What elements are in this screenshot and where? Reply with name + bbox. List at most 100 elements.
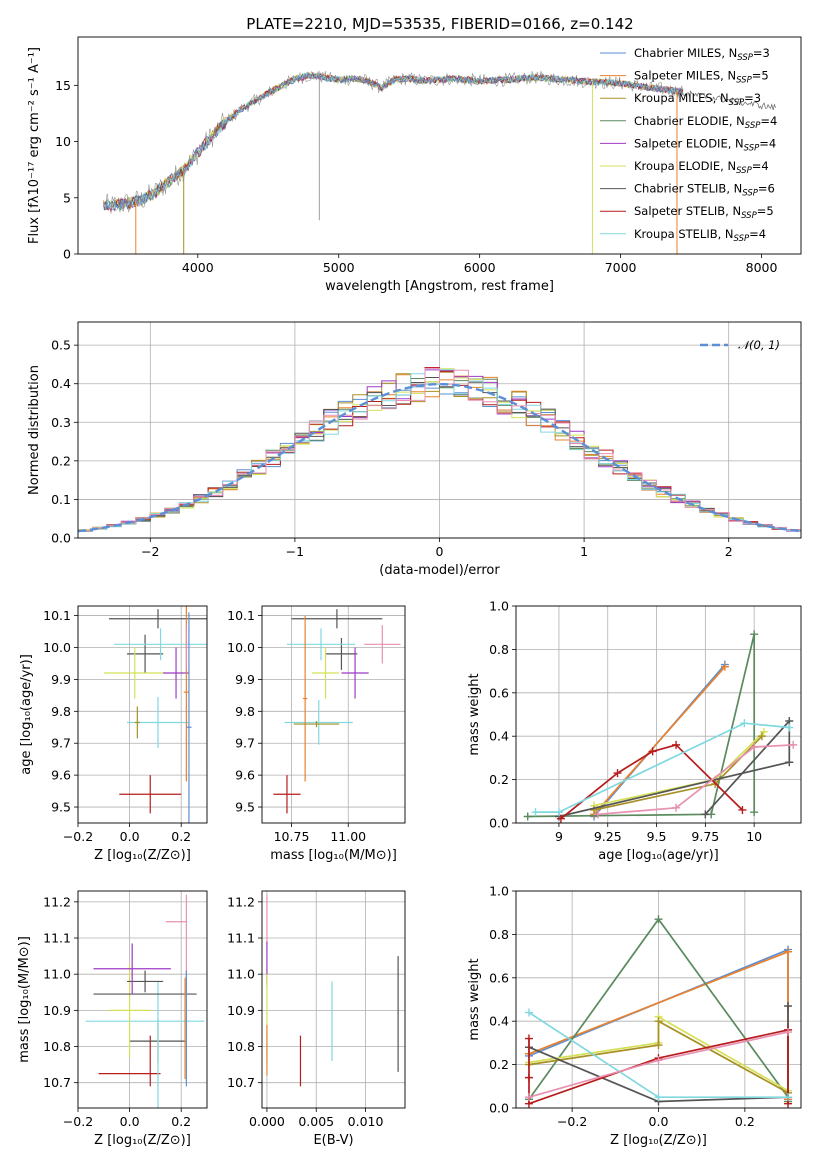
y-tick-label: 10.1: [43, 608, 71, 623]
y-tick-label: 0.4: [51, 376, 71, 391]
x-tick-label: 2: [725, 544, 733, 559]
weight-vs-age-axes: 9 9.25 9.5 9.75 10 0.0 0.2 0.4 0.6 0.8 1.0 age [log…: [467, 599, 801, 863]
y-tick-label: 9.6: [51, 768, 71, 783]
weight-marker: [524, 1093, 533, 1102]
spectrum-line: [103, 72, 684, 211]
y-axis-label: Flux [fλ10⁻¹⁷ erg cm⁻² s⁻¹ A⁻¹]: [27, 47, 42, 244]
y-tick-label: 0.5: [51, 338, 71, 353]
y-tick-label: 10.9: [227, 1003, 255, 1018]
x-tick-label: 0.2: [735, 1114, 755, 1129]
figure-title: PLATE=2210, MJD=53535, FIBERID=0166, z=0…: [246, 15, 633, 33]
x-tick-label: −1: [286, 544, 304, 559]
y-axis-label: mass weight: [467, 958, 482, 1040]
y-tick-label: 10: [55, 134, 71, 149]
x-axis-label: (data-model)/error: [379, 563, 500, 578]
x-tick-label: −0.2: [557, 1114, 587, 1129]
x-tick-label: 0.2: [171, 1114, 191, 1129]
legend-label-sub: SSP: [736, 76, 752, 86]
spectrum-line: [103, 72, 684, 210]
x-axis-label: mass [log₁₀(M/M⊙)]: [270, 848, 397, 863]
legend-label: Kroupa ELODIE, NSSP=4: [634, 159, 769, 176]
legend-label-sub: SSP: [742, 189, 758, 199]
x-axis-label: E(B-V): [313, 1133, 353, 1148]
axes-frame: [515, 605, 802, 824]
legend-label-sub: SSP: [744, 143, 760, 153]
y-tick-label: 10.9: [43, 1003, 71, 1018]
y-axis-label: age [log₁₀(age/yr)]: [19, 654, 34, 775]
mass-vs-Z-axes: −0.2 0.0 0.2 10.7 10.8 10.9 11.0 11.1 11.2 Z [log…: [17, 891, 207, 1148]
x-tick-label: 0.005: [298, 1114, 334, 1129]
legend-label-sub: SSP: [734, 234, 750, 244]
legend-label-main: Kroupa ELODIE, N: [634, 159, 736, 173]
axes-frame: [77, 36, 802, 255]
weight-marker: [672, 740, 681, 749]
weight-marker: [524, 1073, 533, 1082]
spectrum-lines: [103, 70, 776, 254]
y-tick-label: 0.1: [51, 492, 71, 507]
spectrum-line: [103, 72, 684, 211]
weight-marker: [556, 814, 565, 823]
weight-marker: [654, 1056, 663, 1065]
y-tick-label: 9.7: [51, 736, 71, 751]
legend-label-tail: =4: [752, 159, 769, 173]
y-tick-label: 0.4: [489, 729, 509, 744]
x-axis-label: Z [log₁₀(Z/Z⊙)]: [94, 848, 191, 863]
y-tick-label: 15: [55, 78, 71, 93]
legend-label-sub: SSP: [729, 98, 745, 108]
weight-marker: [750, 630, 759, 639]
y-tick-label: 9.6: [235, 768, 255, 783]
y-tick-label: 10.0: [43, 640, 71, 655]
y-tick-label: 11.0: [43, 967, 71, 982]
age-vs-Z-errorbars: [103, 606, 207, 823]
y-tick-label: 0.6: [489, 685, 509, 700]
legend-label: Chabrier STELIB, NSSP=6: [634, 182, 775, 199]
y-tick-label: 10.7: [227, 1075, 255, 1090]
weight-line: [558, 718, 791, 818]
weight-marker: [524, 1034, 533, 1043]
legend-label-main: Salpeter STELIB, N: [634, 204, 741, 218]
spectrum-line: [103, 71, 684, 213]
weight-marker: [613, 769, 622, 778]
weight-marker: [759, 727, 768, 736]
y-tick-label: 0.2: [489, 1057, 509, 1072]
x-axis-label: age [log₁₀(age/yr)]: [598, 848, 719, 863]
weight-marker: [701, 810, 710, 819]
y-tick-label: 0.0: [51, 531, 71, 546]
hist-step: [78, 367, 801, 532]
y-tick-label: 11.1: [227, 931, 255, 946]
y-tick-label: 0.2: [51, 453, 71, 468]
x-tick-label: −0.2: [63, 829, 93, 844]
y-tick-label: 10.8: [43, 1039, 71, 1054]
weight-marker: [654, 1017, 663, 1026]
legend-label-tail: =6: [758, 182, 775, 196]
axes-frame: [77, 321, 802, 539]
y-tick-label: 0.2: [489, 772, 509, 787]
spectrum-line: [103, 70, 684, 214]
x-tick-label: −2: [141, 544, 159, 559]
x-tick-label: 0: [436, 544, 444, 559]
weight-marker: [740, 719, 749, 728]
x-tick-label: 9.5: [647, 829, 667, 844]
x-tick-label: 10: [746, 829, 762, 844]
y-axis-label: Normed distribution: [27, 365, 42, 495]
y-tick-label: 10.8: [227, 1039, 255, 1054]
hist-lines: [78, 367, 801, 533]
y-tick-label: 11.2: [227, 894, 255, 909]
legend-label-main: Kroupa MILES, N: [634, 91, 729, 105]
y-tick-label: 9.5: [235, 800, 255, 815]
legend-label-tail: =3: [744, 91, 761, 105]
mass-vs-EBV-errorbars: [266, 894, 399, 1087]
x-tick-label: 9.25: [594, 829, 622, 844]
weight-line: [593, 666, 726, 815]
weight-marker: [757, 732, 766, 741]
weight-line: [528, 1028, 789, 1105]
legend-label: Chabrier MILES, NSSP=3: [634, 46, 770, 63]
legend-label: Chabrier ELODIE, NSSP=4: [634, 114, 777, 131]
weight-marker: [554, 808, 563, 817]
x-tick-label: 6000: [464, 260, 496, 275]
x-tick-label: 7000: [605, 260, 637, 275]
y-tick-label: 9.9: [235, 672, 255, 687]
spectrum-line: [103, 71, 684, 210]
y-tick-label: 1.0: [489, 884, 509, 899]
